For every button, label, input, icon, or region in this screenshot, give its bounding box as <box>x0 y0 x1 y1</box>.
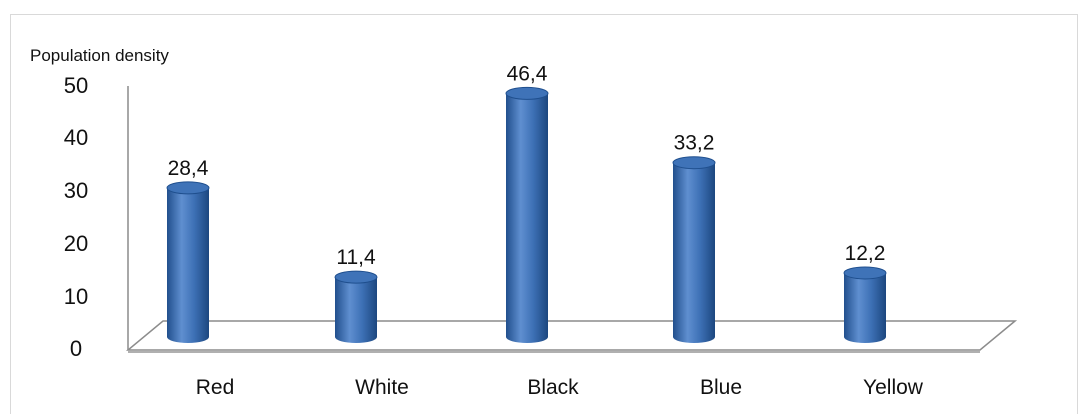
bar-top-blue <box>672 156 716 170</box>
value-label-yellow: 12,2 <box>845 242 886 265</box>
bar-blue <box>672 156 716 343</box>
bar-body-red <box>167 187 209 343</box>
bar-chart: Population density 0 10 20 30 40 50 28,4… <box>30 46 1018 399</box>
y-tick-label-10: 10 <box>64 284 88 309</box>
category-label-yellow: Yellow <box>863 376 924 399</box>
y-tick-label-0: 0 <box>70 336 82 361</box>
bar-body-yellow <box>844 272 886 343</box>
value-label-red: 28,4 <box>168 157 209 180</box>
bar-top-yellow <box>843 266 887 280</box>
bars <box>166 86 887 344</box>
bar-top-white <box>334 270 378 284</box>
bar-body-white <box>335 277 377 343</box>
value-label-white: 11,4 <box>336 246 376 269</box>
bar-body-black <box>506 93 548 344</box>
category-label-white: White <box>355 376 409 399</box>
bar-red <box>166 181 210 343</box>
bar-white <box>334 270 378 343</box>
value-label-blue: 33,2 <box>674 132 715 155</box>
category-label-blue: Blue <box>700 376 742 399</box>
y-axis-label: Population density <box>30 46 169 65</box>
y-tick-label-20: 20 <box>64 231 88 256</box>
y-tick-label-50: 50 <box>64 73 88 98</box>
category-label-black: Black <box>527 376 579 399</box>
y-tick-label-40: 40 <box>64 125 88 150</box>
value-labels: 28,4 11,4 46,4 33,2 12,2 <box>168 62 886 269</box>
bar-top-red <box>166 181 210 195</box>
axes <box>125 86 1018 353</box>
bar-yellow <box>843 266 887 343</box>
value-label-black: 46,4 <box>507 62 548 85</box>
category-label-red: Red <box>196 376 235 399</box>
y-tick-labels: 0 10 20 30 40 50 <box>64 73 88 361</box>
bar-top-black <box>505 86 549 100</box>
bar-black <box>505 86 549 344</box>
bar-body-blue <box>673 162 715 343</box>
y-tick-label-30: 30 <box>64 178 88 203</box>
chart-frame <box>10 14 1078 414</box>
category-labels: Red White Black Blue Yellow <box>196 376 924 399</box>
floor-plane <box>125 320 1018 351</box>
